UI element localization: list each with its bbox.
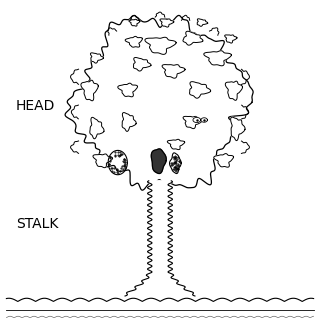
Polygon shape <box>197 19 208 26</box>
Polygon shape <box>170 153 181 173</box>
Polygon shape <box>129 19 140 26</box>
Polygon shape <box>93 154 113 168</box>
Polygon shape <box>183 116 202 129</box>
Polygon shape <box>183 31 203 45</box>
Polygon shape <box>204 51 231 66</box>
Polygon shape <box>65 15 253 190</box>
Polygon shape <box>160 19 174 27</box>
Polygon shape <box>162 65 185 78</box>
Polygon shape <box>125 36 142 47</box>
Text: HEAD: HEAD <box>16 99 55 113</box>
Polygon shape <box>167 139 185 149</box>
Polygon shape <box>125 181 195 296</box>
Polygon shape <box>90 117 104 139</box>
Polygon shape <box>145 37 176 54</box>
Polygon shape <box>201 118 207 122</box>
Polygon shape <box>193 117 201 123</box>
Polygon shape <box>189 82 211 98</box>
Text: STALK: STALK <box>16 217 58 231</box>
Polygon shape <box>91 53 103 63</box>
Polygon shape <box>214 154 234 167</box>
Polygon shape <box>151 149 166 173</box>
Polygon shape <box>133 58 151 71</box>
Polygon shape <box>231 117 245 141</box>
Polygon shape <box>122 113 136 132</box>
Polygon shape <box>81 80 98 101</box>
Polygon shape <box>118 83 138 97</box>
Polygon shape <box>225 81 243 100</box>
Polygon shape <box>225 35 237 43</box>
